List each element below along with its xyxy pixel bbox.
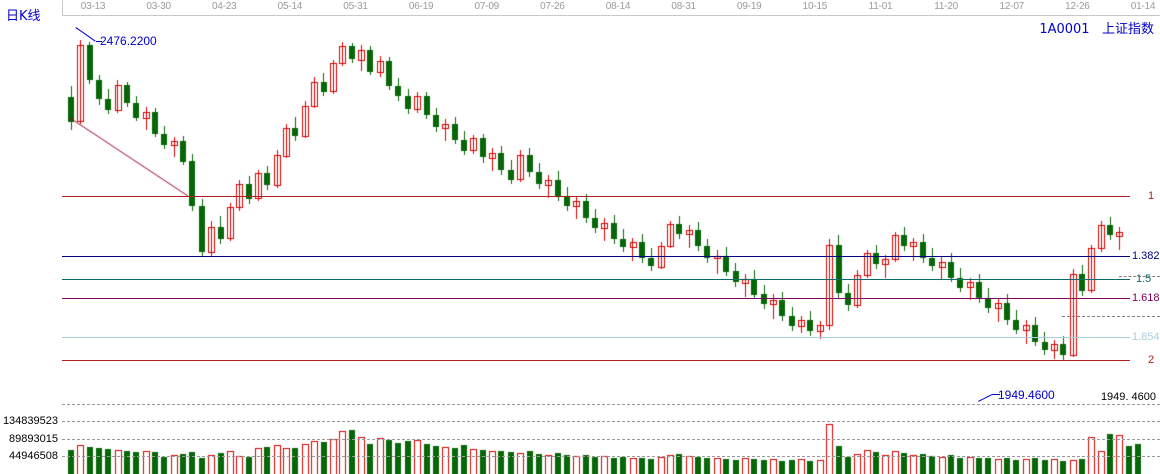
date-tick: 07-09 <box>474 1 500 12</box>
chart-type-label: 日K线 <box>6 9 41 24</box>
date-tick: 11-01 <box>868 1 893 12</box>
high-annotation-leader-tail <box>96 41 102 42</box>
volume-axis-label: 134839523 <box>2 415 58 427</box>
price-pane[interactable] <box>62 15 1160 390</box>
volume-axis-label: 44946508 <box>9 450 58 462</box>
fib-level-label: 1.5 <box>1136 273 1152 285</box>
date-tick: 08-14 <box>605 1 631 12</box>
date-tick: 03-13 <box>80 1 106 12</box>
date-tick: 01-14 <box>1130 1 1156 12</box>
fib-level-line[interactable] <box>62 256 1130 257</box>
volume-axis-label: 89893015 <box>9 433 58 445</box>
low-annotation-leader <box>978 394 993 402</box>
fib-level-label: 1.854 <box>1132 331 1160 343</box>
date-tick: 07-26 <box>540 1 565 12</box>
dashed-guide-line[interactable] <box>1062 316 1160 317</box>
cursor-price-line[interactable] <box>1119 276 1160 277</box>
candlestick-canvas[interactable] <box>62 15 1160 390</box>
fib-level-line[interactable] <box>62 360 1130 361</box>
volume-gridline <box>62 439 1160 440</box>
volume-pane-top-gridline <box>62 404 1160 405</box>
date-tick: 10-15 <box>802 1 828 12</box>
fib-level-line[interactable] <box>62 298 1130 299</box>
date-tick: 09-19 <box>736 1 762 12</box>
fib-level-label: 2 <box>1148 354 1155 366</box>
date-tick: 03-30 <box>146 1 171 12</box>
date-tick: 05-31 <box>343 1 368 12</box>
volume-pane-price-label: 1949. 4600 <box>1100 391 1156 403</box>
date-tick: 12-26 <box>1065 1 1090 12</box>
volume-gridline <box>62 456 1160 457</box>
date-tick: 04-23 <box>211 1 237 12</box>
fib-level-label: 1.382 <box>1132 250 1160 262</box>
date-axis[interactable]: 03-13 03-30 04-23 05-14 05-31 06-19 07-09 07-26… <box>62 0 1160 16</box>
fib-level-line[interactable] <box>62 279 1130 280</box>
low-annotation-leader-tail <box>992 394 1000 395</box>
fib-level-label: 1.618 <box>1132 292 1160 304</box>
date-tick: 08-31 <box>671 1 696 12</box>
fib-level-label: 1 <box>1148 190 1155 202</box>
fib-level-line[interactable] <box>62 337 1130 338</box>
high-price-annotation: 2476.2200 <box>100 34 157 48</box>
low-price-annotation: 1949.4600 <box>998 388 1055 402</box>
fib-level-line[interactable] <box>62 196 1130 197</box>
date-tick: 12-07 <box>999 1 1025 12</box>
volume-gridline <box>62 421 1160 422</box>
date-tick: 11-20 <box>934 1 959 12</box>
date-tick: 05-14 <box>277 1 303 12</box>
date-tick: 06-19 <box>408 1 434 12</box>
